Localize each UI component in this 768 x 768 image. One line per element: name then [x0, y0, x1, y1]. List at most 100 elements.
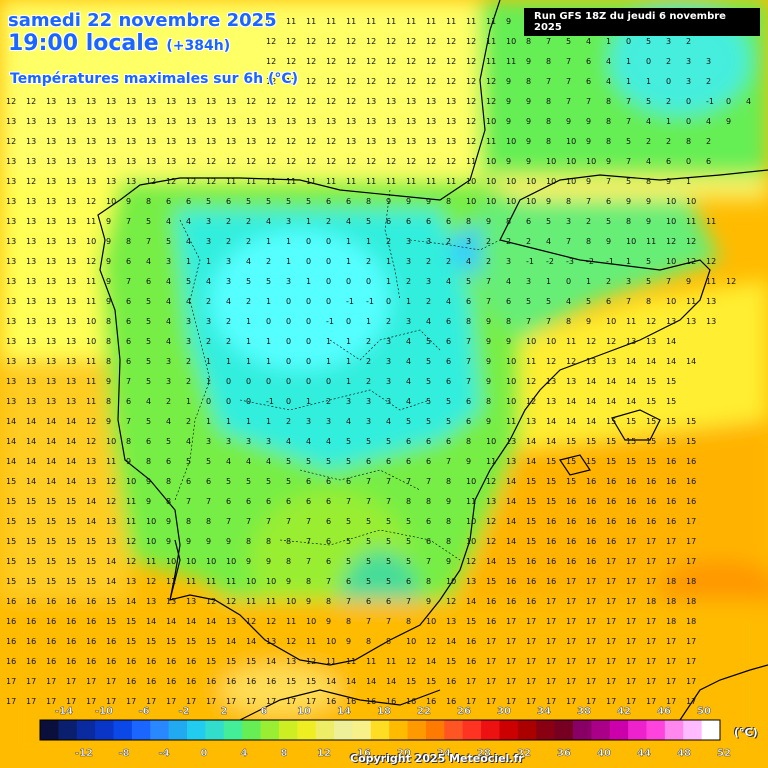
- grid-value: 13: [646, 337, 656, 346]
- grid-value: 15: [26, 557, 36, 566]
- grid-value: 14: [546, 417, 556, 426]
- grid-value: 3: [686, 77, 691, 86]
- grid-value: 11: [446, 177, 456, 186]
- grid-value: 14: [146, 617, 156, 626]
- grid-value: 14: [46, 417, 56, 426]
- grid-value: 16: [6, 617, 16, 626]
- grid-value: 3: [166, 257, 171, 266]
- grid-value: 2: [666, 57, 671, 66]
- grid-value: 13: [66, 277, 76, 286]
- legend-swatch: [76, 720, 96, 740]
- legend-label: 44: [637, 748, 651, 759]
- grid-value: 16: [46, 617, 56, 626]
- grid-value: 3: [526, 277, 531, 286]
- grid-value: 9: [106, 377, 111, 386]
- legend-top-labels: -14 -10 -6 -2 2 6 10 14 18 22 26 30 34 38 42 46 50: [55, 706, 711, 717]
- grid-value: 6: [386, 457, 391, 466]
- legend-label: 12: [317, 748, 331, 759]
- grid-value: 13: [86, 97, 96, 106]
- grid-value: 14: [26, 417, 36, 426]
- grid-value: 12: [546, 357, 556, 366]
- grid-value: 12: [246, 97, 256, 106]
- grid-value: 7: [586, 97, 591, 106]
- grid-value: 12: [406, 57, 416, 66]
- grid-value: 5: [586, 297, 591, 306]
- grid-value: 4: [146, 257, 151, 266]
- grid-value: 8: [106, 397, 111, 406]
- grid-value: 7: [126, 377, 131, 386]
- grid-value: 0: [226, 397, 231, 406]
- grid-value: 12: [406, 77, 416, 86]
- legend-swatch: [701, 720, 721, 740]
- grid-value: 15: [506, 557, 516, 566]
- grid-value: 13: [66, 337, 76, 346]
- grid-value: 14: [646, 357, 656, 366]
- grid-value: 5: [406, 417, 411, 426]
- grid-value: 7: [266, 517, 271, 526]
- grid-value: 2: [706, 137, 711, 146]
- grid-value: 7: [346, 497, 351, 506]
- grid-value: 9: [666, 177, 671, 186]
- grid-value: 6: [506, 297, 511, 306]
- grid-value: 15: [226, 657, 236, 666]
- grid-value: 7: [626, 97, 631, 106]
- grid-value: 11: [106, 457, 116, 466]
- grid-value: 8: [626, 217, 631, 226]
- grid-value: 13: [686, 317, 696, 326]
- grid-value: 17: [506, 657, 516, 666]
- grid-value: 13: [586, 357, 596, 366]
- grid-value: 11: [386, 177, 396, 186]
- grid-value: 9: [206, 537, 211, 546]
- grid-value: 12: [286, 97, 296, 106]
- grid-value: 15: [86, 537, 96, 546]
- grid-value: 10: [486, 177, 496, 186]
- grid-value: 8: [386, 637, 391, 646]
- grid-value: 11: [386, 657, 396, 666]
- grid-value: 8: [446, 537, 451, 546]
- grid-value: 9: [326, 617, 331, 626]
- grid-value: 13: [86, 477, 96, 486]
- grid-value: 12: [246, 617, 256, 626]
- grid-value: 13: [666, 317, 676, 326]
- grid-value: 16: [586, 557, 596, 566]
- grid-value: 5: [546, 297, 551, 306]
- grid-value: 9: [606, 237, 611, 246]
- legend-label: 2: [221, 706, 228, 717]
- grid-value: 9: [626, 197, 631, 206]
- grid-value: 16: [426, 697, 436, 706]
- legend-label: 14: [337, 706, 351, 717]
- grid-value: 6: [446, 437, 451, 446]
- grid-value: 3: [186, 337, 191, 346]
- grid-value: 3: [426, 237, 431, 246]
- grid-value: 17: [626, 577, 636, 586]
- grid-value: 10: [566, 177, 576, 186]
- grid-value: 4: [206, 277, 211, 286]
- grid-value: 12: [466, 557, 476, 566]
- grid-value: 15: [46, 577, 56, 586]
- grid-value: 13: [66, 397, 76, 406]
- grid-value: 6: [346, 197, 351, 206]
- grid-value: 12: [246, 157, 256, 166]
- grid-value: 10: [326, 637, 336, 646]
- grid-value: 14: [366, 677, 376, 686]
- grid-value: 17: [546, 697, 556, 706]
- grid-value: 8: [466, 437, 471, 446]
- grid-value: 12: [346, 37, 356, 46]
- grid-value: 17: [566, 637, 576, 646]
- grid-value: 11: [406, 17, 416, 26]
- grid-value: 3: [206, 437, 211, 446]
- grid-value: 6: [406, 217, 411, 226]
- grid-value: 5: [426, 357, 431, 366]
- grid-value: 7: [126, 417, 131, 426]
- grid-value: 6: [446, 377, 451, 386]
- grid-value: 5: [406, 537, 411, 546]
- grid-value: 13: [246, 137, 256, 146]
- grid-value: 13: [26, 397, 36, 406]
- grid-value: 13: [6, 277, 16, 286]
- grid-value: 10: [686, 197, 696, 206]
- grid-value: 6: [126, 337, 131, 346]
- grid-value: 16: [566, 557, 576, 566]
- grid-value: 0: [326, 237, 331, 246]
- grid-value: 17: [566, 657, 576, 666]
- grid-value: 3: [366, 397, 371, 406]
